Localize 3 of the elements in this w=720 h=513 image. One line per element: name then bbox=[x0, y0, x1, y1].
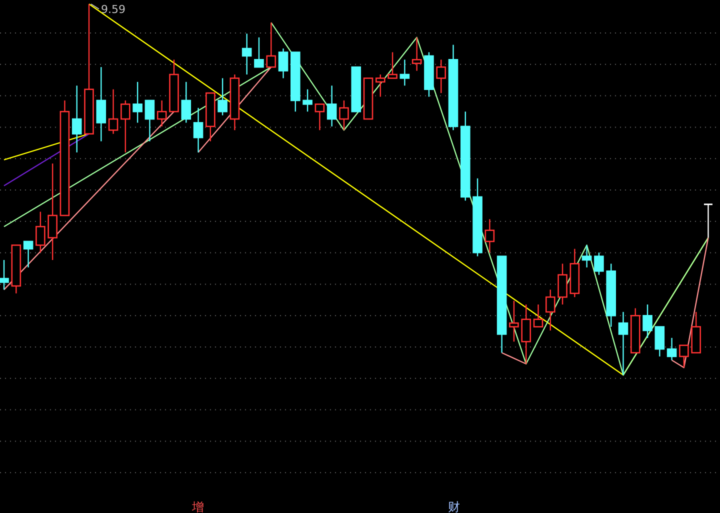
text: 增 bbox=[191, 500, 204, 513]
text: 财 bbox=[448, 500, 460, 513]
annotation: 9.59 bbox=[101, 3, 126, 16]
